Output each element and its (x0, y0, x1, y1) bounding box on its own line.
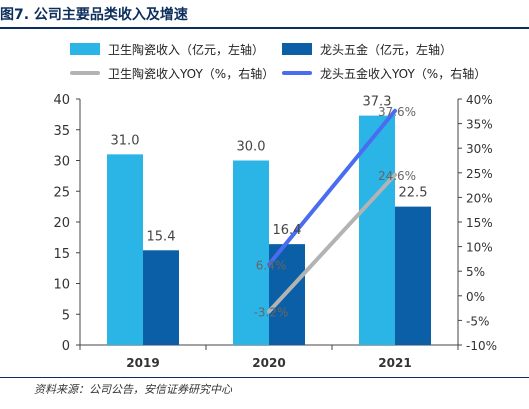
legend-swatch-ceramic-revenue (70, 43, 100, 55)
left-axis-tick-label: 40 (53, 93, 70, 108)
bar-data-label: 16.4 (273, 223, 302, 238)
left-axis-tick-label: 20 (53, 216, 70, 231)
page-title: 图7. 公司主要品类收入及增速 (0, 7, 188, 23)
bar-data-label: 30.0 (237, 140, 266, 155)
legend-item-hardware-revenue: 龙头五金（亿元，左轴） (282, 41, 494, 58)
legend-swatch-ceramic-yoy (70, 71, 100, 75)
legend-label-ceramic-yoy: 卫生陶瓷收入YOY（%，右轴） (108, 66, 275, 81)
x-axis-tick-label: 2021 (378, 356, 411, 370)
bar-ceramic (359, 115, 395, 345)
source-note: 资料来源：公司公告，安信证券研究中心 (34, 383, 232, 396)
bar-data-label: 37.3 (363, 95, 392, 110)
chart-legend: 卫生陶瓷收入（亿元，左轴） 龙头五金（亿元，左轴） 卫生陶瓷收入YOY（%，右轴… (70, 37, 510, 85)
left-axis-tick-label: 35 (53, 124, 70, 139)
bar-data-label: 15.4 (147, 229, 176, 244)
right-axis-tick-label: 25% (466, 167, 493, 181)
line-data-label: 24.6% (378, 169, 416, 183)
legend-label-hardware-revenue: 龙头五金（亿元，左轴） (320, 42, 453, 57)
right-axis-tick-label: 5% (466, 265, 485, 279)
legend-item-ceramic-yoy: 卫生陶瓷收入YOY（%，右轴） (70, 65, 282, 82)
x-axis-tick-label: 2020 (252, 356, 285, 370)
bar-hardware (395, 206, 431, 345)
right-axis-tick-label: -10% (466, 339, 497, 353)
left-axis-tick-label: 10 (53, 278, 70, 293)
left-axis-tick-label: 30 (53, 155, 70, 170)
legend-label-hardware-yoy: 龙头五金收入YOY（%，右轴） (320, 66, 487, 81)
title-divider (0, 27, 529, 29)
line-data-label: -3.2% (254, 306, 289, 320)
bar-ceramic (233, 160, 269, 345)
left-axis-tick-label: 0 (62, 339, 70, 354)
legend-item-hardware-yoy: 龙头五金收入YOY（%，右轴） (282, 65, 494, 82)
left-axis-tick-label: 5 (62, 308, 70, 323)
footer-divider (0, 377, 529, 378)
legend-item-ceramic-revenue: 卫生陶瓷收入（亿元，左轴） (70, 41, 282, 58)
bar-data-label: 31.0 (111, 133, 140, 148)
line-hardware-yoy (267, 108, 397, 267)
right-axis-tick-label: 10% (466, 241, 493, 255)
legend-label-ceramic-revenue: 卫生陶瓷收入（亿元，左轴） (108, 42, 265, 57)
legend-swatch-hardware-revenue (282, 43, 312, 55)
right-axis-tick-label: 35% (466, 118, 493, 132)
line-data-label: 37.6% (378, 105, 416, 119)
right-axis-tick-label: 20% (466, 191, 493, 205)
right-axis-tick-label: -5% (466, 314, 489, 328)
legend-swatch-hardware-yoy (282, 71, 312, 75)
bar-hardware (143, 250, 179, 345)
right-axis-tick-label: 15% (466, 216, 493, 230)
line-data-label: 6.4% (256, 258, 287, 272)
left-axis-tick-label: 15 (53, 247, 70, 262)
right-axis-tick-label: 30% (466, 142, 493, 156)
left-axis-tick-label: 25 (53, 185, 70, 200)
x-axis-tick-label: 2019 (126, 356, 159, 370)
line-ceramic-yoy (267, 172, 397, 314)
right-axis-tick-label: 0% (466, 290, 485, 304)
bar-ceramic (107, 154, 143, 345)
bar-data-label: 22.5 (399, 186, 428, 201)
right-axis-tick-label: 40% (466, 93, 493, 107)
